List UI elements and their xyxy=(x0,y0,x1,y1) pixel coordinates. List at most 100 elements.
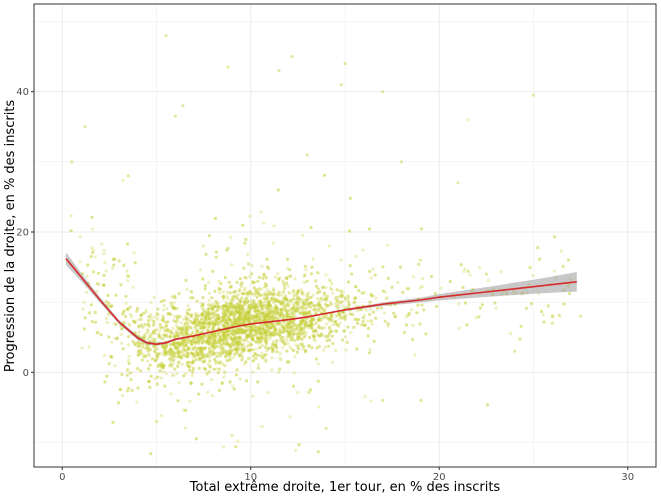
data-point xyxy=(200,340,205,344)
data-point xyxy=(215,354,219,359)
data-point xyxy=(197,353,202,357)
data-point xyxy=(264,360,268,364)
data-point xyxy=(187,365,191,369)
data-point xyxy=(176,331,180,335)
data-point xyxy=(161,319,165,323)
data-point xyxy=(190,321,195,325)
data-point xyxy=(199,346,203,351)
data-point xyxy=(229,298,233,302)
data-point xyxy=(260,351,264,355)
data-point xyxy=(166,312,170,316)
data-point xyxy=(305,291,309,296)
data-point xyxy=(275,305,279,310)
data-point xyxy=(229,351,233,355)
data-point xyxy=(177,292,181,296)
data-point xyxy=(153,331,157,335)
data-point xyxy=(207,346,211,350)
data-point xyxy=(236,309,240,313)
data-point xyxy=(244,345,248,349)
data-point xyxy=(163,347,167,352)
data-point xyxy=(319,332,323,336)
data-point xyxy=(317,344,322,348)
data-point xyxy=(208,321,212,325)
data-point xyxy=(195,348,199,352)
data-point xyxy=(285,302,289,306)
data-point xyxy=(121,347,125,351)
data-point xyxy=(273,328,277,332)
data-point xyxy=(243,297,248,302)
data-point xyxy=(168,357,172,361)
data-point xyxy=(330,314,334,318)
data-point xyxy=(186,364,190,368)
data-point xyxy=(102,273,106,277)
data-point xyxy=(183,339,187,343)
data-point xyxy=(212,333,216,337)
data-point xyxy=(135,400,139,404)
data-point xyxy=(294,298,298,302)
data-point xyxy=(237,331,241,335)
data-point xyxy=(309,322,313,326)
data-point xyxy=(291,297,295,301)
data-point xyxy=(264,330,268,335)
data-point xyxy=(270,298,274,302)
data-point xyxy=(201,307,205,311)
data-point xyxy=(161,370,165,374)
data-point xyxy=(258,304,263,308)
data-point xyxy=(254,302,258,307)
data-point xyxy=(279,302,283,306)
data-point xyxy=(163,351,167,355)
data-point xyxy=(251,314,255,318)
data-point xyxy=(231,337,235,341)
data-point xyxy=(353,296,357,301)
data-point xyxy=(245,320,249,324)
data-point xyxy=(307,301,311,305)
data-point xyxy=(207,321,211,325)
data-point xyxy=(207,314,212,318)
data-point xyxy=(241,348,245,353)
data-point xyxy=(161,316,166,320)
data-point xyxy=(344,348,348,352)
data-point xyxy=(231,338,235,342)
data-point xyxy=(152,319,156,323)
data-point xyxy=(265,323,269,327)
data-point xyxy=(369,319,373,323)
data-point xyxy=(182,353,186,358)
data-point xyxy=(299,332,303,336)
data-point xyxy=(258,309,262,313)
data-point xyxy=(218,330,222,334)
data-point xyxy=(278,299,282,303)
data-point xyxy=(271,350,275,354)
data-point xyxy=(267,291,271,295)
data-point xyxy=(191,361,195,365)
data-point xyxy=(219,287,223,291)
data-point-outlier xyxy=(324,426,328,431)
data-point xyxy=(208,365,212,369)
data-point xyxy=(238,313,242,317)
data-point xyxy=(265,315,270,319)
data-point xyxy=(213,289,217,293)
data-point xyxy=(271,347,275,351)
data-point xyxy=(251,333,255,337)
data-point xyxy=(210,321,214,325)
data-point xyxy=(184,325,188,329)
data-point xyxy=(211,333,215,337)
data-point xyxy=(342,314,346,318)
data-point xyxy=(283,286,287,290)
data-point xyxy=(182,342,186,346)
data-point xyxy=(231,296,235,300)
data-point xyxy=(371,310,375,314)
data-point xyxy=(283,308,287,312)
data-point xyxy=(150,357,154,361)
data-point xyxy=(224,329,228,333)
data-point xyxy=(238,334,242,338)
data-point xyxy=(221,346,225,350)
data-point xyxy=(329,330,333,334)
data-point xyxy=(204,313,208,317)
data-point xyxy=(379,306,383,310)
data-point xyxy=(308,335,312,340)
data-point xyxy=(228,305,232,309)
data-point xyxy=(434,304,439,309)
data-point xyxy=(420,285,424,289)
data-point xyxy=(205,315,210,319)
